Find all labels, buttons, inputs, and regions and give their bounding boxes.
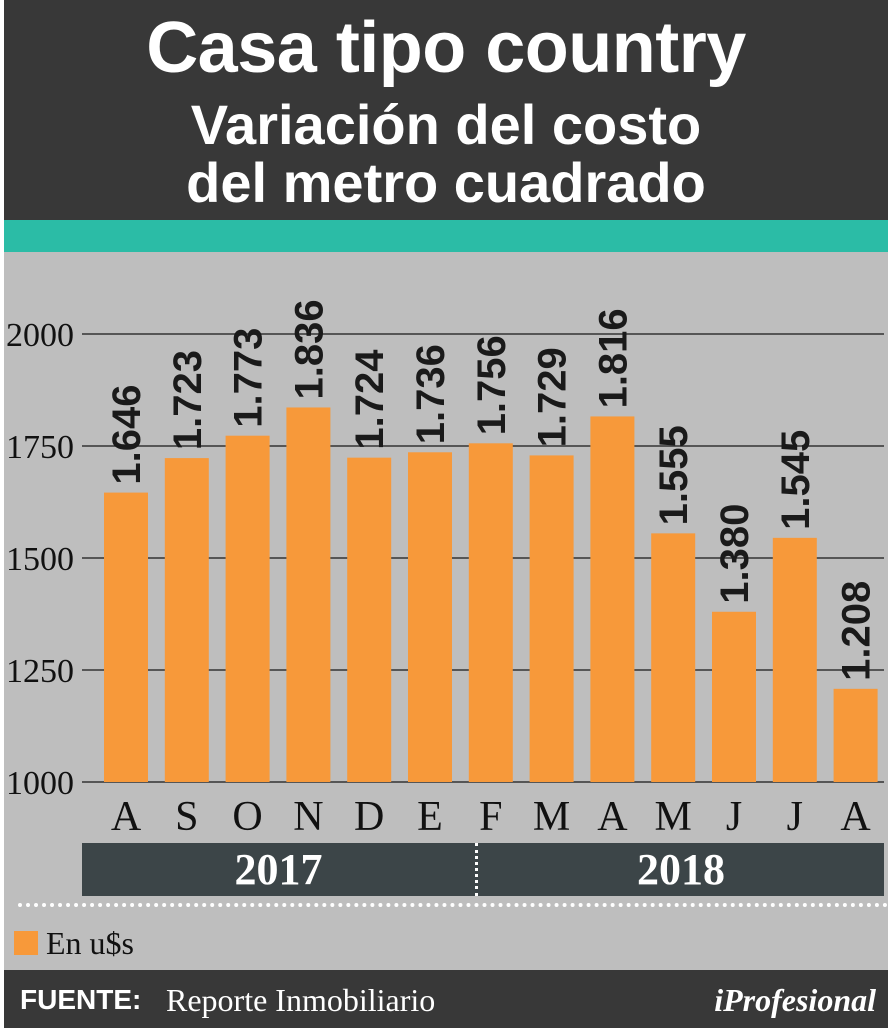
- bar: [651, 533, 696, 782]
- dotted-separator: [18, 903, 888, 907]
- legend-swatch: [14, 931, 38, 955]
- header: Casa tipo country Variación del costo de…: [4, 0, 888, 220]
- x-tick-label: A: [840, 794, 871, 840]
- year-band: 2017 2018: [82, 843, 884, 896]
- bar: [529, 455, 574, 782]
- x-tick-label: D: [354, 794, 384, 840]
- bar: [712, 611, 756, 782]
- brand-logo: iProfesional: [714, 982, 876, 1018]
- data-label: 1.545: [774, 430, 818, 530]
- data-label: 1.724: [348, 349, 392, 450]
- x-tick-label: F: [479, 794, 502, 840]
- subtitle-line-2: del metro cuadrado: [186, 151, 706, 214]
- data-label: 1.208: [835, 581, 879, 681]
- bar: [408, 452, 452, 782]
- y-axis-ticks: 1000 1250 1500 1750 2000: [6, 317, 74, 802]
- infographic: Casa tipo country Variación del costo de…: [4, 0, 888, 1028]
- data-label: 1.816: [591, 308, 635, 408]
- source-label: FUENTE:: [20, 984, 142, 1015]
- year-label-2018: 2018: [637, 845, 725, 894]
- bar: [833, 688, 878, 782]
- subtitle-line-1: Variación del costo: [190, 93, 702, 156]
- x-tick-label: E: [417, 794, 443, 840]
- year-divider: [475, 843, 478, 896]
- source-text: Reporte Inmobiliario: [166, 982, 436, 1018]
- data-label: 1.756: [470, 335, 514, 435]
- bar: [286, 407, 331, 782]
- x-tick-label: M: [533, 794, 570, 840]
- data-label: 1.773: [227, 328, 271, 428]
- data-label: 1.729: [531, 347, 575, 447]
- y-tick-label: 1000: [6, 765, 74, 802]
- x-tick-label: A: [111, 794, 142, 840]
- footer: FUENTE: Reporte Inmobiliario iProfesiona…: [4, 970, 888, 1028]
- bars: [104, 407, 878, 782]
- data-labels: 1.646 1.723 1.773 1.836 1.724 1.736 1.756 1.729…: [105, 299, 879, 680]
- data-label: 1.736: [409, 344, 453, 444]
- bar: [347, 457, 392, 782]
- y-tick-label: 1500: [6, 541, 74, 578]
- bar: [164, 458, 209, 782]
- year-label-2017: 2017: [234, 845, 323, 894]
- chart-subtitle: Variación del costo del metro cuadrado: [4, 96, 888, 212]
- bar: [104, 492, 148, 782]
- bar: [590, 416, 635, 782]
- x-tick-label: M: [655, 794, 692, 840]
- data-label: 1.646: [105, 384, 149, 484]
- accent-bar: [4, 220, 888, 252]
- x-tick-label: O: [232, 794, 262, 840]
- legend-label: En u$s: [46, 924, 134, 961]
- x-tick-label: N: [293, 794, 323, 840]
- legend: En u$s: [14, 924, 134, 961]
- data-label: 1.836: [287, 299, 331, 399]
- x-tick-label: J: [726, 794, 742, 840]
- bar: [468, 443, 513, 782]
- chart-title: Casa tipo country: [146, 8, 746, 88]
- y-tick-label: 1750: [6, 429, 74, 466]
- x-tick-label: J: [787, 794, 803, 840]
- data-label: 1.723: [166, 350, 210, 450]
- bar: [772, 537, 817, 782]
- bar: [225, 435, 270, 782]
- x-tick-label: A: [597, 794, 628, 840]
- data-label: 1.555: [652, 425, 696, 525]
- y-tick-label: 2000: [6, 317, 74, 354]
- data-label: 1.380: [713, 504, 757, 604]
- x-tick-label: S: [175, 794, 198, 840]
- y-tick-label: 1250: [6, 653, 74, 690]
